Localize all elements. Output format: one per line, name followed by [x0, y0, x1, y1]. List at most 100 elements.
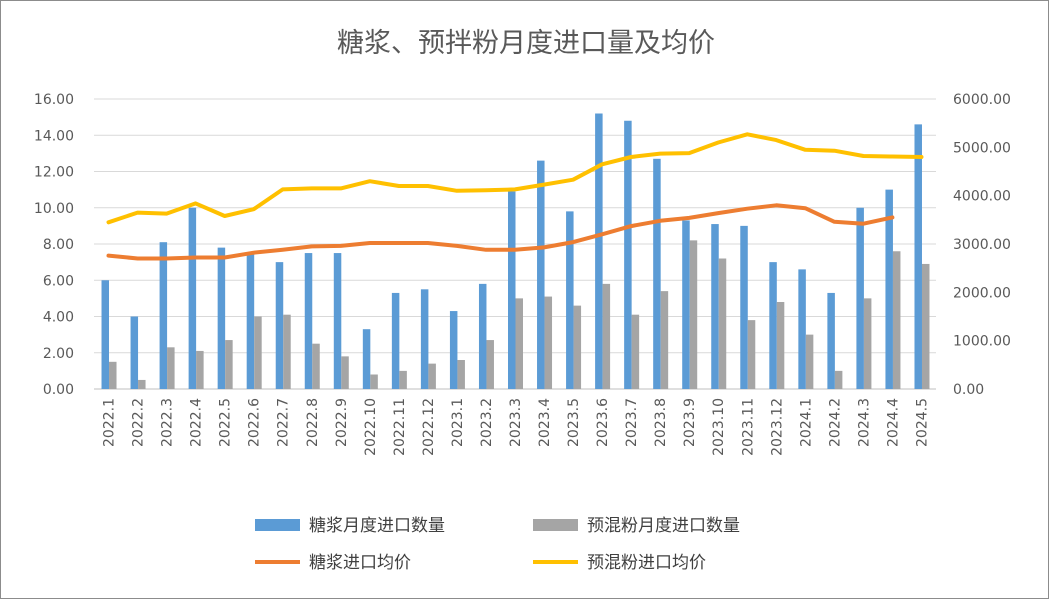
x-tick-label: 2023.11 [740, 398, 756, 456]
bar-syrup-volume [478, 283, 487, 389]
bar-syrup-volume [391, 292, 400, 389]
bar-premix-volume [109, 361, 117, 389]
right-tick-label: 1000.00 [953, 334, 1011, 350]
bar-premix-volume [573, 305, 582, 389]
bar-premix-volume [196, 350, 204, 389]
bar-syrup-volume [624, 120, 632, 389]
x-tick-label: 2023.12 [769, 398, 785, 456]
legend-label: 糖浆进口均价 [309, 553, 411, 573]
bar-syrup-volume [188, 207, 197, 389]
right-axis-ticks: 0.00 1000.00 2000.00 3000.00 4000.00 5000.00 6… [953, 92, 1011, 398]
legend-label: 预混粉进口均价 [587, 553, 706, 573]
x-tick-label: 2024.3 [856, 398, 872, 447]
bar-premix-volume [602, 283, 611, 389]
left-tick-label: 0.00 [43, 382, 74, 398]
x-tick-label: 2022.11 [392, 398, 408, 456]
left-tick-label: 14.00 [34, 128, 74, 144]
x-tick-label: 2024.1 [798, 398, 814, 447]
bar-premix-volume [892, 251, 901, 389]
x-tick-label: 2023.2 [479, 398, 495, 447]
left-tick-label: 2.00 [43, 346, 74, 362]
x-tick-label: 2022.2 [131, 398, 147, 447]
x-tick-label: 2022.7 [276, 398, 292, 447]
bar-premix-volume [283, 314, 291, 389]
bar-syrup-volume [304, 253, 313, 389]
bar-syrup-volume [246, 253, 255, 389]
bar-syrup-volume [217, 247, 226, 389]
bar-syrup-volume [537, 160, 545, 389]
bar-premix-volume [544, 296, 553, 389]
x-tick-label: 2023.7 [624, 398, 640, 447]
bar-syrup-volume [885, 189, 893, 389]
left-tick-label: 8.00 [43, 237, 74, 253]
right-tick-label: 3000.00 [953, 237, 1011, 253]
line-syrup-price [106, 203, 895, 261]
x-tick-label: 2024.5 [915, 398, 931, 447]
x-axis-ticks: 2022.1 2022.2 2022.3 2022.4 2022.5 2022.6 2022… [102, 398, 931, 456]
legend-label: 预混粉月度进口数量 [587, 516, 740, 536]
x-tick-label: 2022.4 [189, 398, 205, 447]
bar-syrup-volume [653, 158, 661, 389]
left-tick-label: 10.00 [34, 201, 74, 217]
bar-premix-volume [254, 316, 262, 389]
left-tick-label: 12.00 [34, 165, 74, 181]
bar-syrup-volume [798, 269, 806, 389]
bar-syrup-volume [508, 191, 516, 389]
x-tick-label: 2024.4 [885, 398, 901, 447]
bar-syrup-volume [856, 207, 864, 389]
bar-premix-volume [718, 258, 727, 389]
lines [106, 132, 924, 261]
x-tick-label: 2022.9 [334, 398, 350, 447]
bar-syrup-volume [362, 329, 371, 389]
bar-premix-volume [312, 343, 320, 389]
bar-syrup-volume [566, 211, 574, 389]
bar-premix-volume [225, 340, 233, 389]
x-tick-label: 2024.2 [827, 398, 843, 447]
bar-syrup-volume [711, 224, 719, 389]
x-tick-label: 2023.4 [537, 398, 553, 447]
x-tick-label: 2023.10 [711, 398, 727, 456]
bar-syrup-volume [159, 242, 168, 389]
left-tick-label: 6.00 [43, 273, 74, 289]
right-tick-label: 0.00 [953, 382, 984, 398]
x-tick-label: 2023.8 [653, 398, 669, 447]
bar-premix-volume [486, 340, 494, 389]
x-tick-label: 2022.6 [247, 398, 263, 447]
bar-premix-volume [457, 360, 465, 389]
bar-premix-volume [776, 302, 785, 389]
bar-premix-volume [834, 370, 843, 389]
bar-syrup-volume [420, 289, 429, 389]
right-tick-label: 4000.00 [953, 189, 1011, 205]
legend-swatch [255, 519, 300, 531]
bar-syrup-volume [130, 316, 139, 389]
bar-premix-volume [660, 291, 669, 389]
bar-syrup-volume [449, 311, 458, 389]
bar-syrup-volume [333, 253, 342, 389]
line-premix-price [106, 132, 924, 225]
bar-syrup-volume [682, 220, 690, 389]
x-tick-label: 2022.1 [102, 398, 118, 447]
left-axis-ticks: 0.00 2.00 4.00 6.00 8.00 10.00 12.00 14.00 16.00 [34, 92, 74, 398]
bar-premix-volume [341, 356, 349, 389]
x-tick-label: 2023.9 [682, 398, 698, 447]
bar-syrup-volume [740, 225, 748, 389]
bar-premix-volume [370, 374, 378, 389]
bar-syrup-volume [827, 292, 835, 389]
x-tick-label: 2023.1 [450, 398, 466, 447]
bar-premix-volume [747, 320, 756, 389]
bar-premix-volume [138, 379, 146, 389]
x-tick-label: 2022.12 [421, 398, 437, 456]
bar-premix-volume [921, 263, 930, 389]
x-tick-label: 2023.6 [595, 398, 611, 447]
x-tick-label: 2022.5 [218, 398, 234, 447]
bars [101, 113, 930, 389]
x-tick-label: 2022.8 [305, 398, 321, 447]
legend-label: 糖浆月度进口数量 [309, 516, 445, 536]
bar-premix-volume [428, 363, 436, 389]
bar-syrup-volume [595, 113, 603, 389]
bar-premix-volume [805, 334, 814, 389]
bar-syrup-volume [914, 124, 922, 389]
